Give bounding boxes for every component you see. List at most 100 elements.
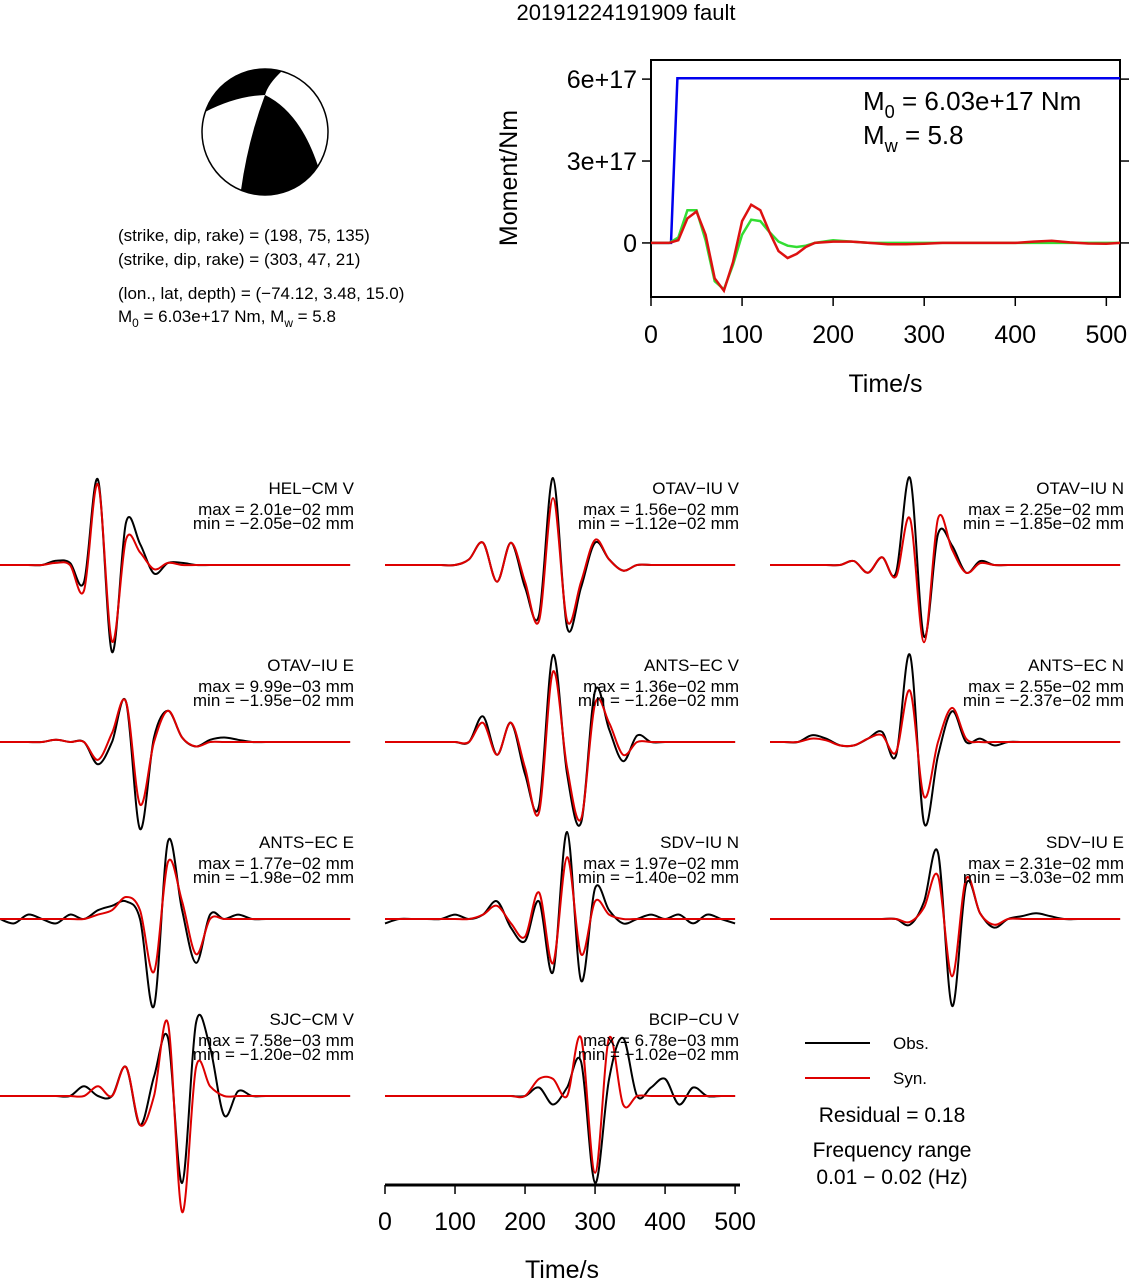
fault-parameters: (lon., lat, depth) = (−74.12, 3.48, 15.0… (118, 284, 404, 303)
subscript: w (884, 136, 899, 156)
legend-label: Obs. (893, 1034, 929, 1053)
fault-parameters: (strike, dip, rake) = (198, 75, 135) (118, 226, 370, 245)
max-label: max = 2.31e−02 mm (968, 854, 1124, 873)
text-part: = 5.8 (293, 307, 336, 326)
station-label: BCIP−CU V (649, 1010, 740, 1029)
min-label: min = −2.05e−02 mm (193, 514, 354, 533)
station-label: HEL−CM V (269, 479, 355, 498)
min-label: min = −1.12e−02 mm (578, 514, 739, 533)
station-label: ANTS−EC N (1028, 656, 1124, 675)
max-label: max = 7.58e−03 mm (198, 1031, 354, 1050)
subscript: 0 (885, 102, 895, 122)
x-axis-label: Time/s (848, 370, 922, 398)
x-tick-label: 300 (903, 321, 945, 349)
x-tick-label: 0 (644, 321, 658, 349)
min-label: min = −1.95e−02 mm (193, 691, 354, 710)
x-tick-label: 500 (1085, 321, 1127, 349)
observed-trace (384, 830, 736, 983)
text-part: = 6.03e+17 Nm, M (139, 307, 285, 326)
max-label: max = 6.78e−03 mm (583, 1031, 739, 1050)
fit-note: Residual = 0.18 (819, 1104, 966, 1127)
x-tick-label: 200 (504, 1208, 546, 1236)
text-part: M (863, 86, 885, 116)
x-tick-label: 100 (721, 321, 763, 349)
synthetic-trace (769, 689, 1121, 799)
beachball (201, 68, 329, 196)
min-label: min = −1.26e−02 mm (578, 691, 739, 710)
fit-note: Frequency range (813, 1139, 972, 1162)
max-label: max = 2.25e−02 mm (968, 500, 1124, 519)
max-label: max = 1.97e−02 mm (583, 854, 739, 873)
legend-label: Syn. (893, 1069, 927, 1088)
synthetic-trace (0, 1019, 351, 1214)
min-label: min = −2.37e−02 mm (963, 691, 1124, 710)
synthetic-trace (0, 858, 351, 974)
x-tick-label: 500 (714, 1208, 756, 1236)
station-label: OTAV−IU V (652, 479, 739, 498)
synthetic-trace (0, 698, 351, 806)
x-tick-label: 400 (644, 1208, 686, 1236)
x-tick-label: 300 (574, 1208, 616, 1236)
figure-title: 20191224191909 fault (517, 0, 736, 25)
min-label: min = −1.02e−02 mm (578, 1045, 739, 1064)
min-label: min = −1.40e−02 mm (578, 868, 739, 887)
x-axis-label: Time/s (525, 1256, 599, 1281)
fit-note: 0.01 − 0.02 (Hz) (816, 1166, 967, 1189)
x-tick-label: 100 (434, 1208, 476, 1236)
text-part: M (863, 120, 885, 150)
station-label: OTAV−IU N (1036, 479, 1124, 498)
time-axis: 0 100 200 300 400 500 Time/s (378, 1183, 756, 1281)
moment-annotation: M0 = 6.03e+17 Nm (863, 86, 1081, 122)
station-label: SDV−IU E (1046, 833, 1124, 852)
y-tick-label: 0 (623, 230, 637, 258)
y-tick-label: 6e+17 (567, 66, 637, 94)
subscript: 0 (132, 316, 139, 330)
max-label: max = 1.36e−02 mm (583, 677, 739, 696)
synthetic-trace (384, 497, 736, 625)
max-label: max = 2.55e−02 mm (968, 677, 1124, 696)
min-label: min = −1.20e−02 mm (193, 1045, 354, 1064)
text-part: = 6.03e+17 Nm (895, 86, 1081, 116)
station-label: SDV−IU N (660, 833, 739, 852)
station-label: OTAV−IU E (267, 656, 354, 675)
moment-summary: M0 = 6.03e+17 Nm, Mw = 5.8 (118, 307, 336, 330)
synthetic-trace (384, 670, 736, 822)
max-label: max = 9.99e−03 mm (198, 677, 354, 696)
station-label: ANTS−EC E (259, 833, 354, 852)
moment-curve (651, 202, 1121, 294)
x-tick-label: 0 (378, 1208, 392, 1236)
max-label: max = 1.77e−02 mm (198, 854, 354, 873)
magnitude-annotation: Mw = 5.8 (863, 120, 964, 156)
station-label: ANTS−EC V (644, 656, 740, 675)
min-label: min = −3.03e−02 mm (963, 868, 1124, 887)
x-tick-label: 200 (812, 321, 854, 349)
text-part: = 5.8 (898, 120, 964, 150)
min-label: min = −1.98e−02 mm (193, 868, 354, 887)
max-label: max = 2.01e−02 mm (198, 500, 354, 519)
max-label: max = 1.56e−02 mm (583, 500, 739, 519)
y-axis-label: Moment/Nm (495, 110, 523, 246)
synthetic-trace (384, 856, 736, 965)
beachball-quadrant (241, 95, 318, 195)
y-tick-label: 3e+17 (567, 148, 637, 176)
moment-chart: 0 3e+17 6e+17 0 100 200 300 400 500 Time/s Moment/… (495, 59, 1129, 398)
min-label: min = −1.85e−02 mm (963, 514, 1124, 533)
text-part: M (118, 307, 132, 326)
synthetic-trace (769, 872, 1121, 978)
beachball-quadrant (205, 68, 282, 112)
x-tick-label: 400 (994, 321, 1036, 349)
synthetic-trace (0, 483, 351, 643)
synthetic-trace (384, 1035, 736, 1174)
